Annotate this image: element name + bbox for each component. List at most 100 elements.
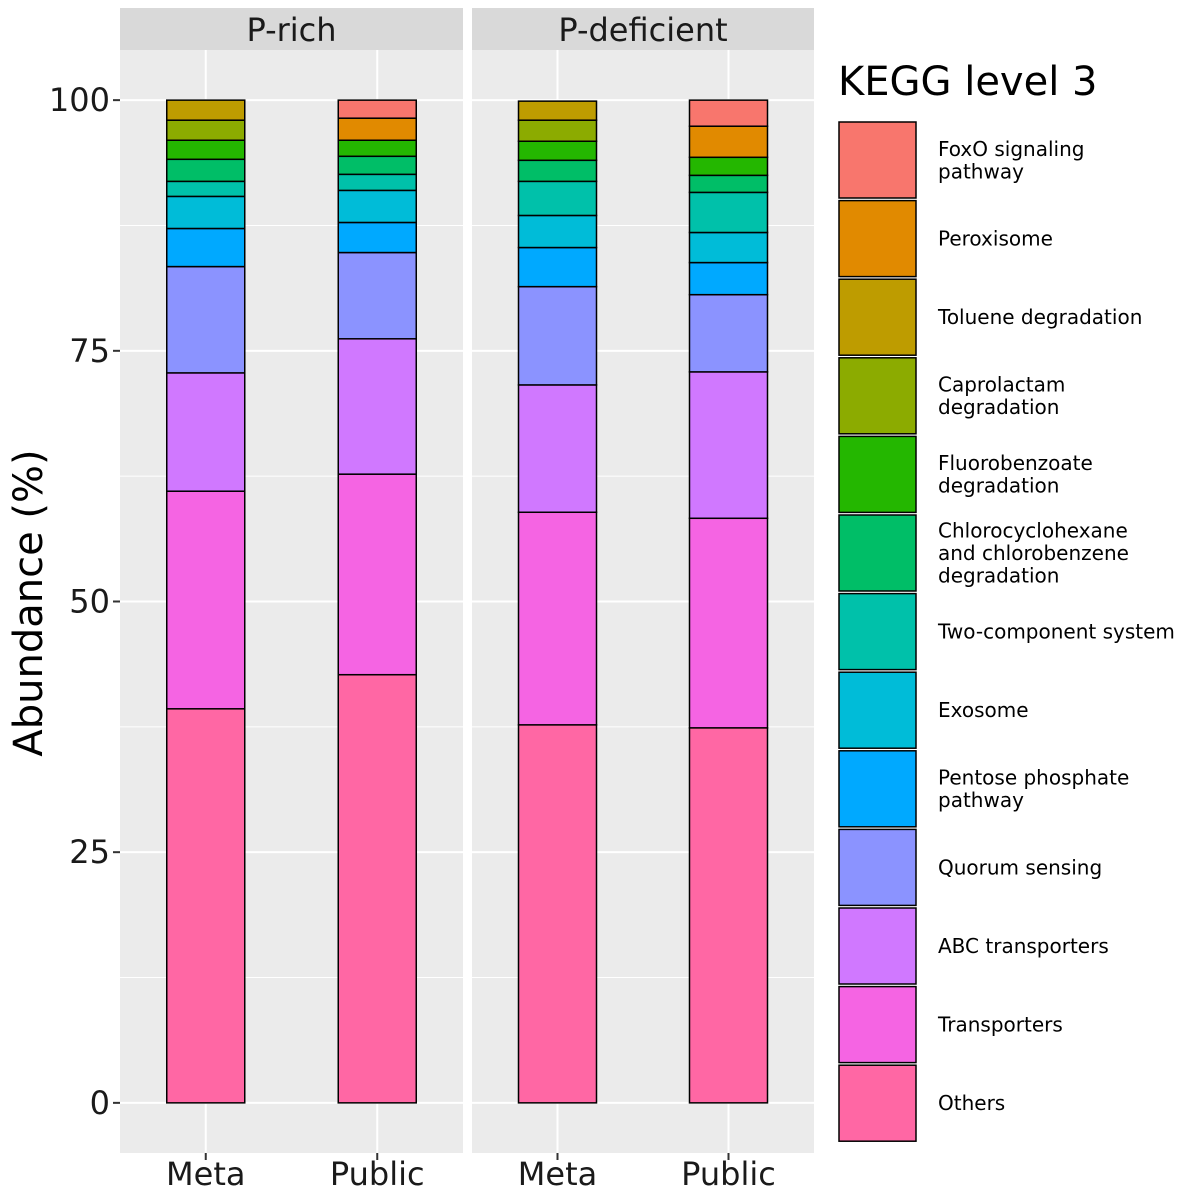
legend-key [838, 828, 917, 907]
bar-transporters-p-rich-meta [166, 490, 246, 710]
bar-peroxisome-p-rich-public [337, 117, 417, 141]
legend-item-toluene-degradation: Toluene degradation [838, 278, 1142, 356]
bar-others-p-deficient-public [688, 727, 769, 1104]
bar-abc-transporters-p-deficient-public [688, 371, 769, 520]
facet-label: P-rich [246, 11, 336, 49]
panel-p-rich: P-rich Meta Public [120, 8, 463, 1193]
legend-key [838, 514, 917, 592]
bar-quorum-sensing-p-rich-meta [166, 265, 246, 374]
legend-key [838, 985, 917, 1064]
bar-chlorocyclohexane-and-chlorobenzene-degradation-p-deficient-meta [517, 159, 598, 183]
bar-abc-transporters-p-rich-meta [166, 372, 246, 492]
bar-fluorobenzoate-degradation-p-rich-public [337, 139, 417, 158]
bar-pentose-phosphate-pathway-p-deficient-meta [517, 246, 598, 288]
legend-key [838, 121, 917, 199]
bar-exosome-p-rich-meta [166, 195, 246, 230]
bar-others-p-rich-public [337, 673, 417, 1104]
legend-key [838, 435, 917, 514]
y-tick-label: 50 [69, 583, 110, 621]
legend-label: pathway [938, 788, 1024, 812]
bar-two-component-system-p-rich-public [337, 173, 417, 192]
y-axis-title: Abundance (%) [6, 449, 52, 756]
bar-quorum-sensing-p-rich-public [337, 251, 417, 340]
legend-key [838, 199, 917, 278]
x-tick-label: Meta [166, 1155, 245, 1193]
legend-label: Pentose phosphate [938, 766, 1129, 790]
legend-label: Quorum sensing [938, 855, 1102, 879]
legend-key [838, 671, 917, 749]
x-tick-label: Public [681, 1155, 776, 1193]
bar-others-p-rich-meta [166, 708, 246, 1104]
legend-key [838, 750, 917, 828]
bar-foxo-signaling-pathway-p-rich-public [337, 99, 417, 119]
y-axis: 0 25 50 75 100 [49, 81, 120, 1122]
legend-label: Two-component system [937, 620, 1175, 644]
legend-key [838, 278, 917, 356]
bar-exosome-p-rich-public [337, 189, 417, 224]
bar-fluorobenzoate-degradation-p-deficient-public [688, 156, 769, 177]
y-tick-label: 100 [49, 81, 110, 119]
legend-label: degradation [938, 474, 1059, 498]
legend-item-others: Others [838, 1064, 1005, 1142]
y-tick-label: 0 [90, 1084, 110, 1122]
legend-label: Chlorocyclohexane [938, 519, 1128, 543]
legend-label: Transporters [937, 1013, 1063, 1037]
bar-foxo-signaling-pathway-p-deficient-public [688, 99, 769, 127]
legend-label: Fluorobenzoate [938, 451, 1093, 475]
bar-caprolactam-degradation-p-deficient-meta [517, 119, 598, 142]
x-tick-label: Public [330, 1155, 425, 1193]
legend-key [838, 1064, 917, 1142]
bar-fluorobenzoate-degradation-p-rich-meta [166, 139, 246, 161]
legend-item-peroxisome: Peroxisome [838, 199, 1053, 278]
bar-abc-transporters-p-rich-public [337, 338, 417, 475]
bar-peroxisome-p-deficient-public [688, 125, 769, 159]
legend-label: Peroxisome [938, 227, 1053, 251]
legend-item-two-component-system: Two-component system [838, 592, 1175, 671]
bar-two-component-system-p-deficient-meta [517, 180, 598, 217]
bar-quorum-sensing-p-deficient-public [688, 293, 769, 373]
bar-toluene-degradation-p-deficient-meta [517, 100, 598, 121]
bar-caprolactam-degradation-p-rich-meta [166, 119, 246, 141]
legend-label: ABC transporters [938, 934, 1109, 958]
panel-p-deficient: P-deficient Meta Public [472, 8, 814, 1193]
legend-key [838, 592, 917, 671]
legend-label: FoxO signaling [938, 137, 1084, 161]
legend-item-quorum-sensing: Quorum sensing [838, 828, 1102, 907]
legend-label: Others [938, 1091, 1005, 1115]
legend-label: pathway [938, 159, 1024, 183]
y-tick-label: 75 [69, 332, 110, 370]
bar-pentose-phosphate-pathway-p-rich-meta [166, 227, 246, 268]
legend-label: Exosome [938, 698, 1029, 722]
facet-strip [120, 8, 463, 50]
panels-layer: P-rich Meta Public P-deficient Meta Public [120, 8, 814, 1193]
bar-toluene-degradation-p-rich-meta [166, 99, 246, 121]
legend-title: KEGG level 3 [838, 59, 1098, 105]
legend-key [838, 907, 917, 985]
legend-item-abc-transporters: ABC transporters [838, 907, 1109, 985]
legend-label: and chlorobenzene [938, 541, 1129, 565]
legend-label: Caprolactam [938, 373, 1065, 397]
bar-chlorocyclohexane-and-chlorobenzene-degradation-p-deficient-public [688, 174, 769, 194]
bar-transporters-p-deficient-public [688, 517, 769, 729]
facet-strip [472, 8, 814, 50]
bar-two-component-system-p-deficient-public [688, 191, 769, 234]
bar-abc-transporters-p-deficient-meta [517, 384, 598, 514]
bar-quorum-sensing-p-deficient-meta [517, 285, 598, 386]
legend-item-exosome: Exosome [838, 671, 1029, 749]
bar-chlorocyclohexane-and-chlorobenzene-degradation-p-rich-meta [166, 158, 246, 183]
bar-two-component-system-p-rich-meta [166, 180, 246, 198]
y-tick-label: 25 [69, 833, 110, 871]
x-tick-label: Meta [518, 1155, 597, 1193]
legend-label: degradation [938, 395, 1059, 419]
bar-transporters-p-deficient-meta [517, 511, 598, 726]
legend-label: Toluene degradation [937, 305, 1142, 329]
bar-others-p-deficient-meta [517, 724, 598, 1104]
legend-label: degradation [938, 564, 1059, 588]
